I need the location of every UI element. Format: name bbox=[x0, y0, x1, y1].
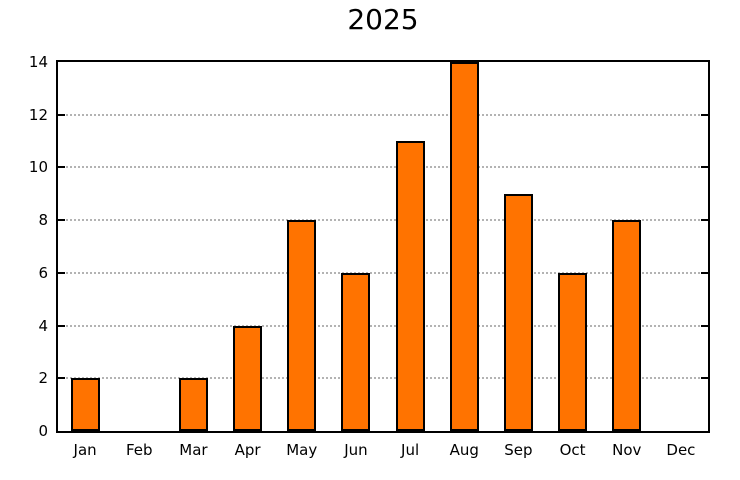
y-tick-label: 12 bbox=[28, 105, 48, 124]
y-tick-mark bbox=[701, 113, 708, 116]
x-tick-label: Jun bbox=[344, 441, 368, 459]
y-tick-mark bbox=[58, 377, 65, 380]
y-tick-label: 8 bbox=[38, 211, 48, 230]
bar bbox=[70, 378, 100, 431]
x-tick-label: Dec bbox=[666, 441, 696, 459]
bar bbox=[612, 220, 642, 431]
h-gridline bbox=[58, 271, 708, 274]
y-tick-mark bbox=[58, 219, 65, 222]
y-tick-mark bbox=[58, 113, 65, 116]
bar bbox=[395, 141, 425, 431]
y-tick-label: 14 bbox=[28, 53, 48, 71]
x-tick-label: Aug bbox=[449, 441, 479, 459]
y-tick-label: 2 bbox=[38, 369, 48, 388]
h-gridline bbox=[58, 113, 708, 116]
x-tick-label: Apr bbox=[234, 441, 261, 459]
h-gridline bbox=[58, 219, 708, 222]
bar bbox=[503, 194, 533, 431]
bar bbox=[558, 273, 588, 431]
y-tick-mark bbox=[701, 324, 708, 327]
x-tick-label: Jul bbox=[401, 441, 420, 459]
y-tick-mark bbox=[701, 377, 708, 380]
h-gridline bbox=[58, 377, 708, 380]
x-tick-label: Sep bbox=[504, 441, 533, 459]
x-tick-label: Nov bbox=[612, 441, 642, 459]
plot-area bbox=[56, 60, 710, 433]
bar bbox=[449, 62, 479, 431]
chart-title: 2025 bbox=[347, 3, 419, 36]
y-tick-mark bbox=[58, 324, 65, 327]
y-tick-mark bbox=[701, 219, 708, 222]
y-tick-label: 6 bbox=[38, 263, 48, 282]
x-tick-label: Oct bbox=[559, 441, 586, 459]
y-tick-mark bbox=[701, 271, 708, 274]
y-tick-mark bbox=[701, 166, 708, 169]
h-gridline bbox=[58, 166, 708, 169]
x-tick-label: Feb bbox=[125, 441, 153, 459]
x-tick-label: May bbox=[286, 441, 318, 459]
y-tick-label: 4 bbox=[38, 316, 48, 335]
x-tick-label: Mar bbox=[179, 441, 208, 459]
y-tick-mark bbox=[58, 166, 65, 169]
y-tick-label: 0 bbox=[38, 422, 48, 440]
h-gridline bbox=[58, 324, 708, 327]
y-tick-mark bbox=[58, 271, 65, 274]
y-tick-label: 10 bbox=[28, 158, 48, 177]
bar bbox=[287, 220, 317, 431]
bar bbox=[178, 378, 208, 431]
bar bbox=[341, 273, 371, 431]
bar bbox=[233, 326, 263, 431]
x-tick-label: Jan bbox=[73, 441, 97, 459]
